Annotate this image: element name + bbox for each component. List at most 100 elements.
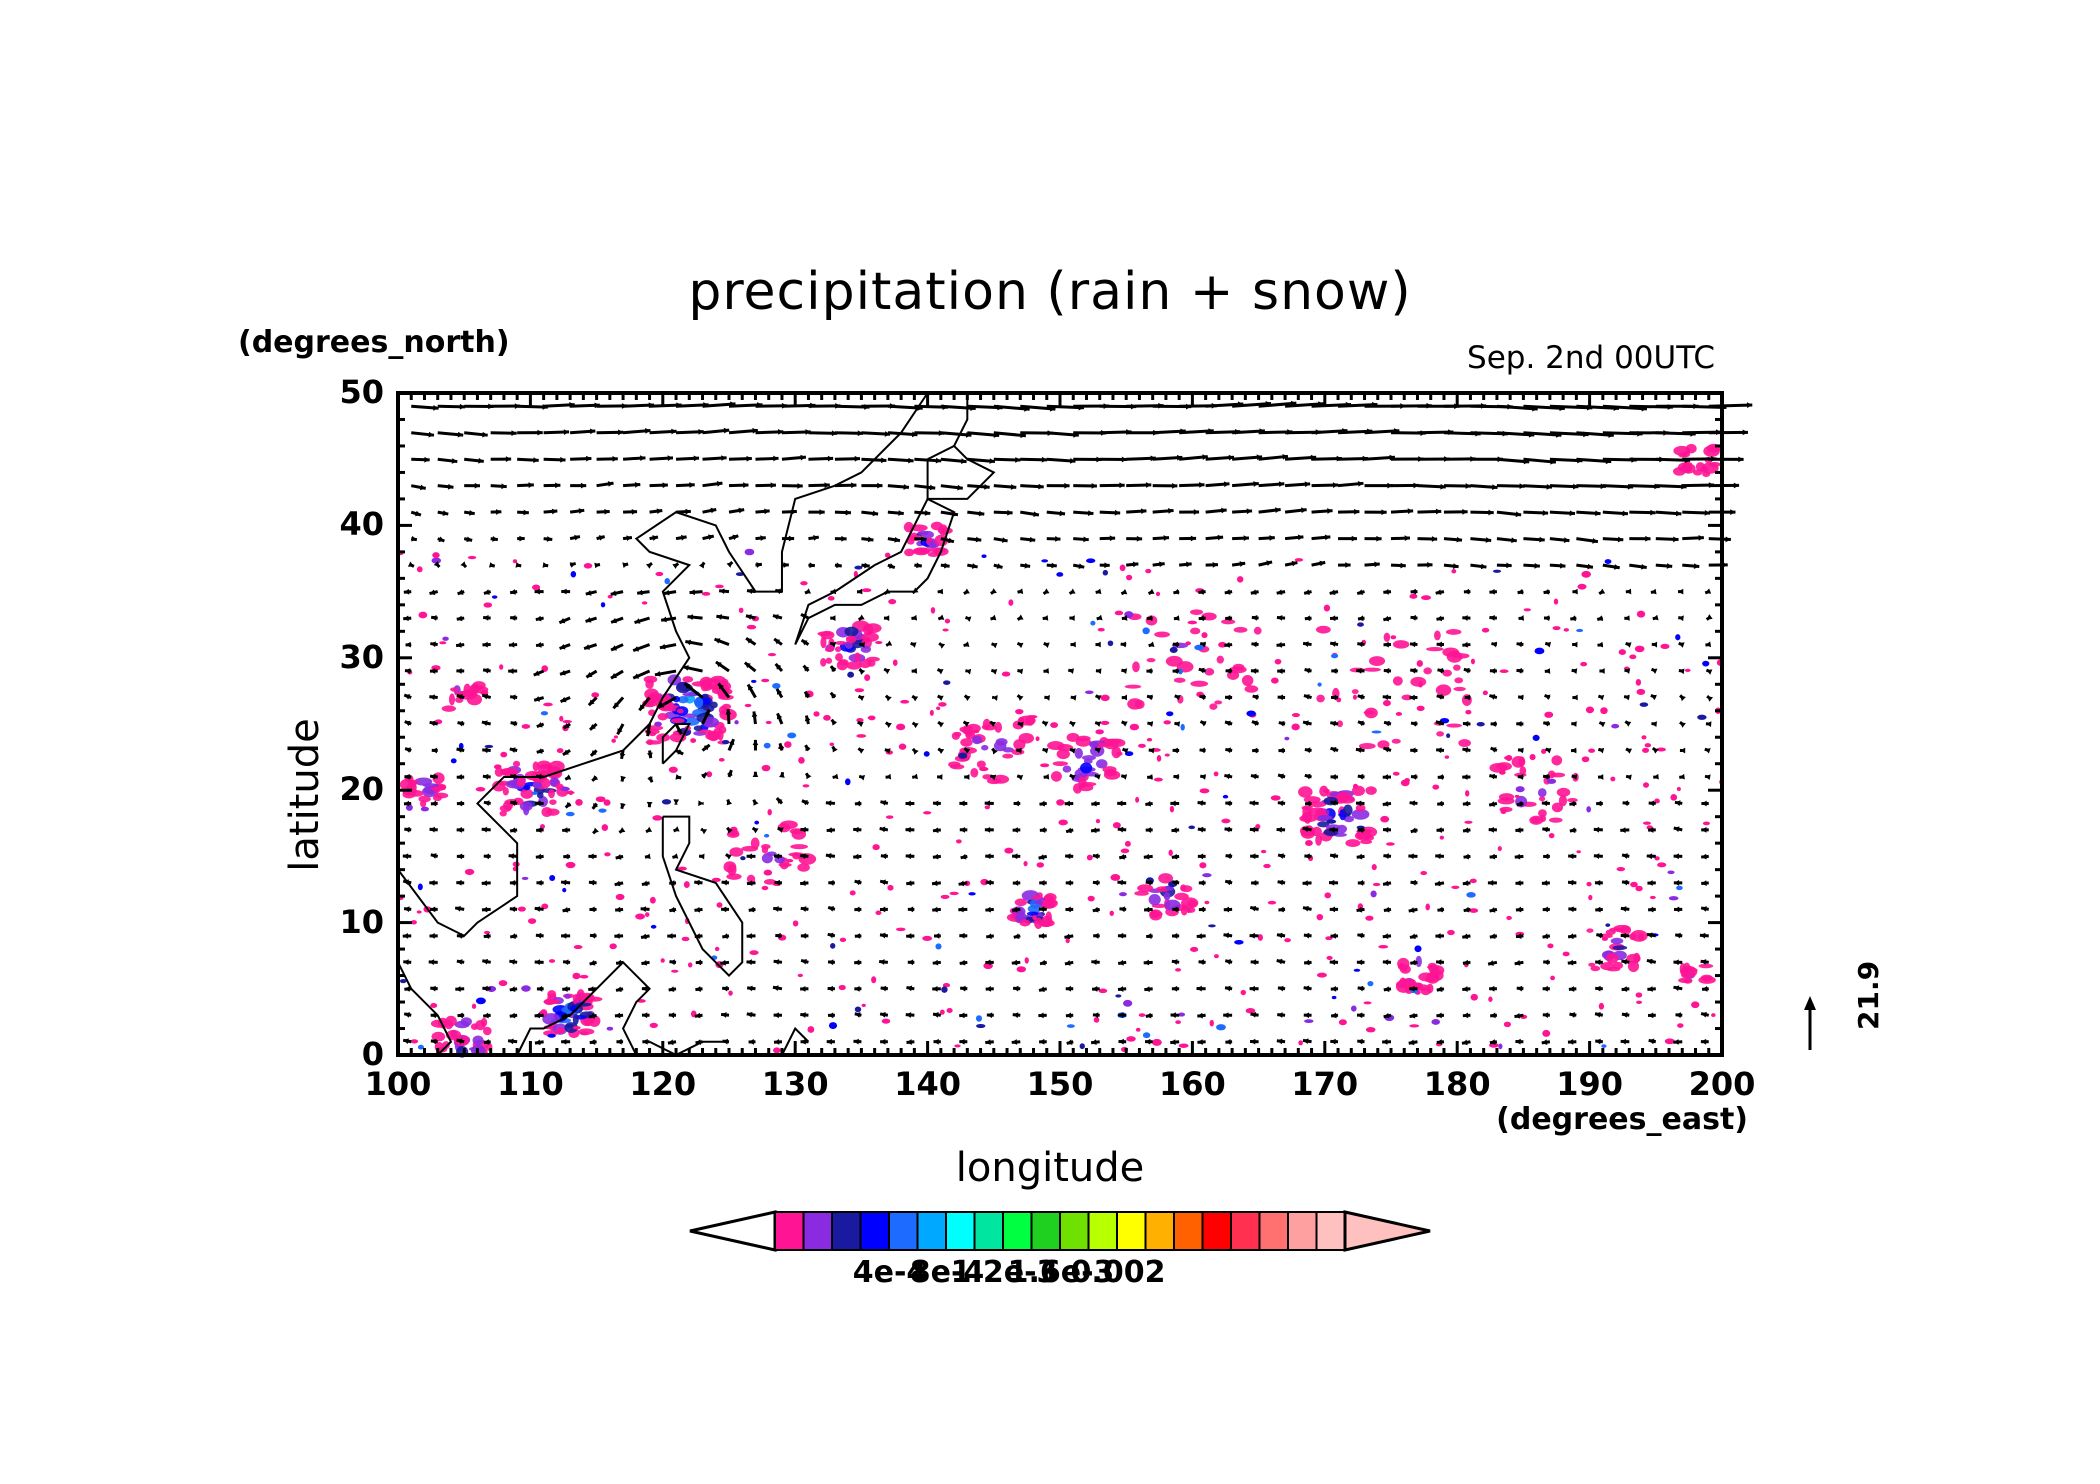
wind-arrow-head: [800, 1012, 806, 1018]
precip-cell: [716, 902, 723, 908]
wind-arrow-head: [1544, 694, 1551, 701]
wind-arrow-head: [618, 429, 624, 436]
wind-arrow-head: [509, 747, 516, 753]
wind-arrow-head: [1092, 1012, 1099, 1019]
precip-cell: [917, 530, 929, 536]
wind-arrow-head: [1568, 986, 1575, 992]
colorbar-swatch: [1201, 1211, 1232, 1251]
precip-cell: [1682, 461, 1693, 467]
wind-arrow-head: [616, 959, 622, 966]
wind-arrow-head: [559, 643, 566, 650]
wind-arrow-head: [1039, 1038, 1045, 1045]
wind-arrow-head: [1518, 615, 1525, 621]
wind-arrow-head: [483, 800, 490, 807]
wind-arrow-head: [1302, 826, 1309, 833]
precip-cell: [532, 584, 541, 591]
precip-cell: [494, 764, 502, 770]
precip-cell: [480, 689, 489, 696]
precip-cell: [543, 702, 553, 707]
wind-arrow-head: [776, 713, 783, 720]
wind-arrow-head: [488, 562, 495, 568]
wind-arrow-head: [1541, 800, 1548, 807]
wind-arrow-head: [1620, 827, 1626, 833]
precip-cell: [1126, 1036, 1136, 1042]
precip-cell: [464, 868, 475, 876]
wind-arrow-head: [699, 853, 705, 860]
wind-arrow-head: [607, 481, 614, 487]
wind-arrow-head: [1648, 1012, 1654, 1019]
wind-arrow-head: [746, 638, 753, 644]
precip-cell: [1135, 1027, 1141, 1032]
wind-arrow-head: [1197, 826, 1204, 833]
precip-cell: [1319, 815, 1328, 821]
wind-arrow-head: [1572, 588, 1578, 595]
precip-cell: [1119, 564, 1126, 572]
precip-cell: [854, 652, 861, 662]
precip-cell: [954, 1044, 961, 1048]
wind-arrow-head: [1017, 642, 1024, 649]
wind-arrow-head: [642, 1038, 648, 1045]
precip-cell: [1619, 925, 1632, 935]
wind-arrow-head: [992, 695, 998, 701]
wind-arrow-shaft: [1284, 402, 1324, 408]
wind-arrow-head: [1069, 588, 1076, 594]
wind-arrow-head: [1087, 510, 1094, 517]
precip-cell: [1156, 755, 1162, 762]
precip-cell: [1202, 873, 1212, 878]
wind-arrow-head: [854, 800, 861, 807]
wind-arrow-head: [1070, 695, 1077, 701]
wind-arrow-head: [1145, 1012, 1152, 1019]
precip-cell: [1683, 978, 1693, 984]
wind-arrow-head: [1324, 534, 1331, 541]
precip-cell: [1677, 1023, 1684, 1028]
precip-cell: [483, 602, 493, 608]
precip-cell: [416, 566, 423, 573]
precip-cell: [548, 959, 556, 963]
precip-cell: [1142, 1032, 1151, 1039]
wind-arrow-head: [1621, 879, 1628, 886]
wind-arrow-head: [971, 563, 978, 569]
wind-arrow-head: [1256, 454, 1263, 461]
colorbar-swatch: [1144, 1211, 1175, 1251]
precip-cell: [611, 738, 616, 743]
wind-arrow-head: [831, 430, 838, 437]
wind-arrow-head: [931, 880, 938, 887]
wind-arrow-head: [1515, 880, 1521, 886]
precip-cell: [981, 554, 987, 559]
precip-cell: [1547, 943, 1554, 949]
wind-arrow-head: [536, 722, 543, 728]
wind-arrow-head: [938, 748, 945, 755]
precip-cell: [450, 758, 457, 764]
precip-cell: [1371, 730, 1382, 734]
wind-arrow-head: [535, 773, 542, 780]
wind-arrow-head: [1303, 694, 1310, 700]
wind-arrow-head: [515, 562, 522, 568]
wind-arrow-head: [1331, 694, 1337, 701]
precip-cell: [1294, 558, 1304, 562]
wind-arrow-head: [1383, 615, 1390, 622]
wind-arrow-head: [1141, 508, 1147, 515]
wind-arrow-head: [958, 880, 965, 887]
wind-arrow-head: [1330, 800, 1337, 806]
precip-cell: [1126, 574, 1133, 581]
colorbar-swatch: [802, 1211, 833, 1251]
coastline: [661, 723, 691, 765]
wind-arrow-head: [989, 458, 995, 464]
wind-arrow-head: [1330, 986, 1337, 992]
precip-cell: [1142, 627, 1150, 635]
precip-cell: [1123, 999, 1133, 1007]
wind-arrow-head: [1250, 1011, 1257, 1018]
wind-arrow-head: [614, 933, 620, 939]
wind-arrow-head: [853, 1038, 859, 1045]
precip-cell: [1190, 609, 1204, 615]
wind-arrow-head: [1706, 669, 1713, 675]
wind-arrow-head: [1625, 642, 1632, 648]
wind-arrow-head: [1276, 932, 1283, 939]
wind-arrow-head: [883, 615, 890, 621]
wind-arrow-head: [1489, 985, 1495, 992]
wind-arrow-head: [1617, 536, 1624, 543]
wind-arrow-head: [1331, 668, 1337, 674]
x-axis-units: (degrees_east): [1496, 1102, 1748, 1137]
wind-arrow-head: [1170, 1012, 1176, 1019]
precip-cell: [1627, 960, 1640, 973]
